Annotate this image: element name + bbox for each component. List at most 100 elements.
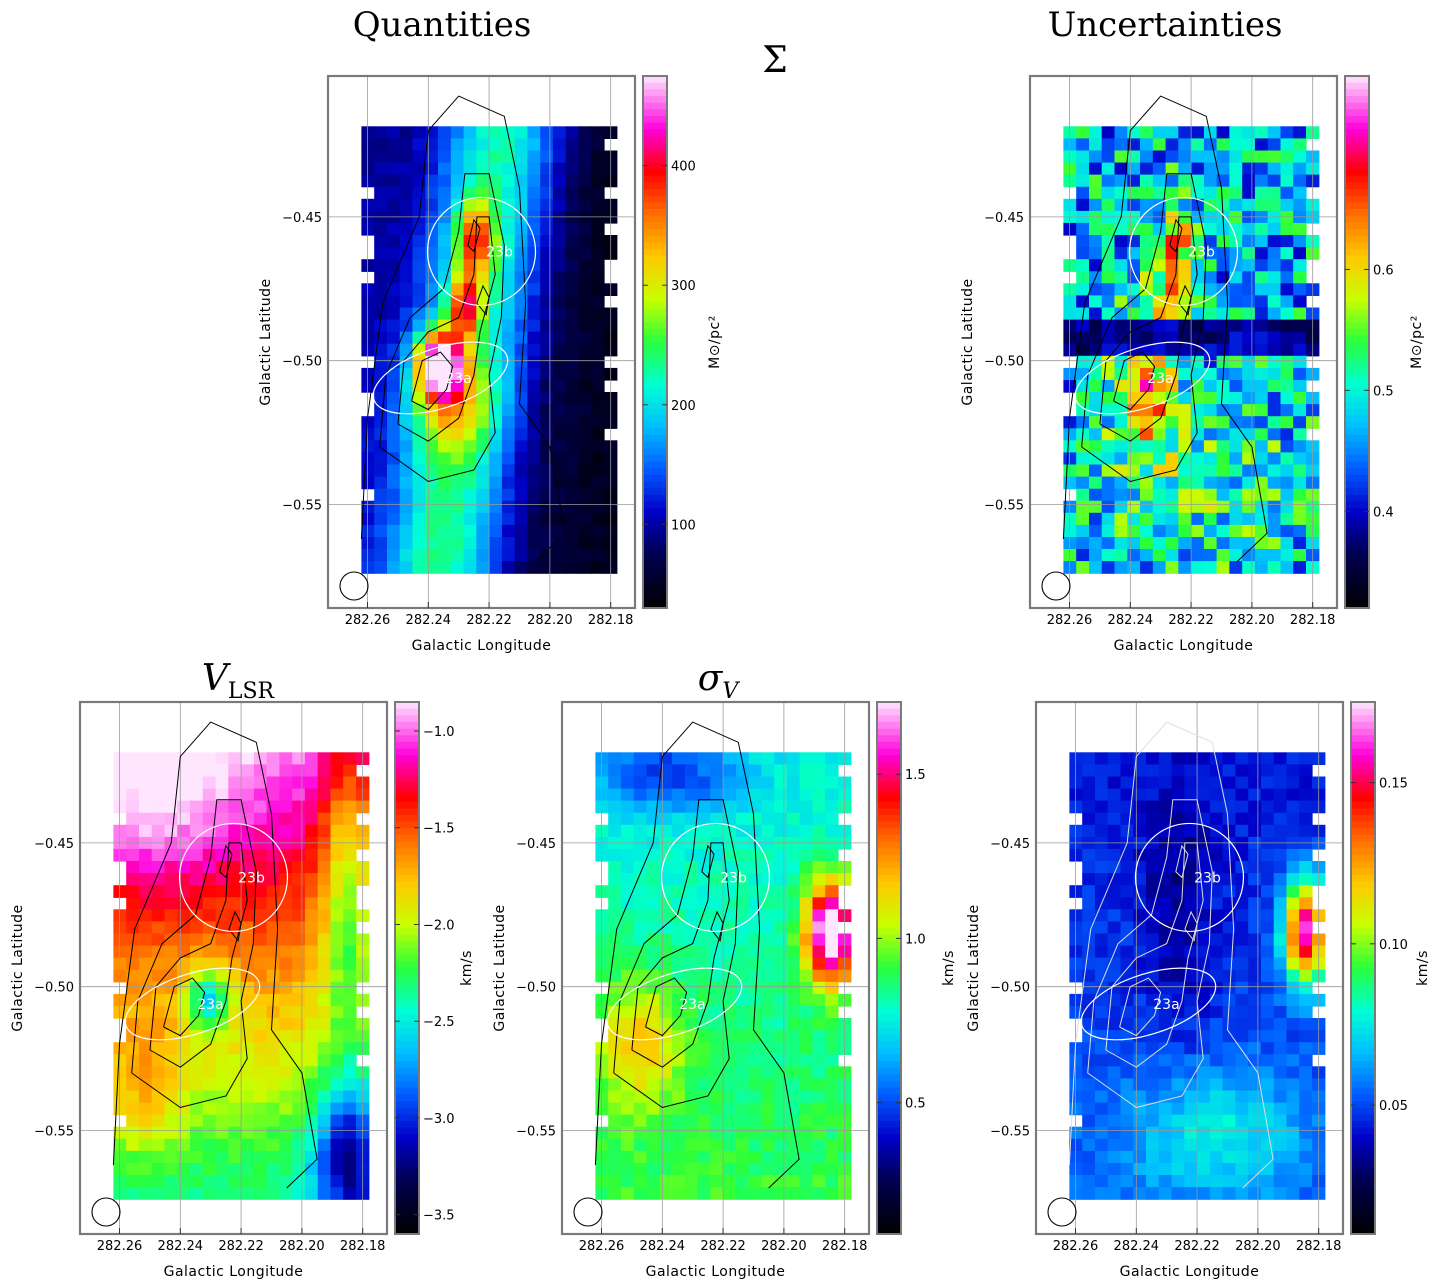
- heatmap-pixel: [540, 126, 554, 139]
- heatmap-pixel: [1089, 186, 1103, 200]
- y-tick-label: −0.45: [516, 837, 556, 852]
- heatmap-pixel: [1140, 561, 1154, 574]
- colorbar-segment: [1345, 142, 1369, 150]
- heatmap-pixel: [330, 981, 344, 995]
- colorbar-tick-label: 0.4: [1373, 505, 1394, 520]
- heatmap-pixel: [292, 776, 306, 790]
- colorbar-segment: [643, 322, 667, 330]
- heatmap-pixel: [1069, 800, 1083, 814]
- heatmap-pixel: [735, 812, 750, 826]
- heatmap-pixel: [646, 1030, 660, 1043]
- colorbar-segment: [395, 755, 419, 763]
- heatmap-pixel: [1063, 174, 1077, 188]
- heatmap-pixel: [1133, 1066, 1147, 1079]
- contour-line: [1087, 799, 1213, 1109]
- heatmap-pixel: [735, 921, 750, 935]
- heatmap-pixel: [1158, 1054, 1173, 1067]
- heatmap-pixel: [1063, 259, 1077, 272]
- heatmap-pixel: [343, 824, 357, 838]
- heatmap-pixel: [591, 512, 605, 526]
- heatmap-pixel: [761, 848, 775, 862]
- heatmap-pixel: [1254, 343, 1269, 357]
- heatmap-pixel: [202, 1102, 217, 1116]
- heatmap-pixel: [1286, 1066, 1300, 1079]
- colorbar-segment: [877, 868, 901, 876]
- heatmap-pixel: [425, 259, 439, 272]
- heatmap-pixel: [1248, 1187, 1262, 1200]
- contours: [1062, 95, 1268, 563]
- heatmap-pixel: [476, 319, 490, 333]
- heatmap-pixel: [266, 1006, 280, 1019]
- colorbar-segment: [1345, 548, 1369, 556]
- heatmap-pixel: [1222, 945, 1236, 959]
- colorbar-segment: [643, 288, 667, 296]
- heatmap-pixel: [1203, 428, 1218, 441]
- x-tick-label: 282.26: [97, 1239, 143, 1254]
- colorbar-segment: [1351, 1087, 1375, 1095]
- heatmap-pixel: [1273, 1054, 1288, 1067]
- heatmap-pixel: [565, 512, 580, 526]
- colorbar-segment: [1351, 1074, 1375, 1082]
- heatmap-pixel: [1146, 1175, 1160, 1188]
- heatmap-pixel: [786, 788, 801, 802]
- heatmap-pixel: [565, 343, 580, 357]
- heatmap-pixel: [253, 909, 268, 922]
- heatmap-pixel: [292, 933, 306, 947]
- heatmap-pixel: [343, 1042, 357, 1055]
- heatmap-pixel: [489, 476, 503, 490]
- heatmap-pixel: [1152, 537, 1167, 550]
- heatmap-pixel: [1127, 416, 1141, 429]
- heatmap-pixel: [1127, 307, 1141, 321]
- colorbar-segment: [643, 534, 667, 542]
- heatmap-pixel: [387, 500, 401, 514]
- heatmap-pixel: [1191, 126, 1205, 139]
- heatmap-pixel: [1133, 885, 1147, 898]
- heatmap-pixel: [1114, 416, 1128, 429]
- heatmap-pixel: [1216, 452, 1230, 466]
- heatmap-pixel: [608, 885, 622, 898]
- colorbar-tick-label: 1.0: [905, 932, 926, 947]
- heatmap-pixel: [1191, 138, 1205, 152]
- heatmap-pixel: [595, 1054, 609, 1067]
- heatmap-pixel: [1171, 897, 1185, 910]
- colorbar-segment: [395, 768, 419, 776]
- heatmap-pixel: [190, 1138, 204, 1152]
- heatmap-pixel: [1222, 1126, 1236, 1140]
- colorbar-segment: [395, 1021, 419, 1029]
- heatmap-pixel: [228, 824, 242, 838]
- heatmap-pixel: [425, 162, 439, 176]
- heatmap-pixel: [565, 488, 580, 502]
- heatmap-pixel: [1216, 549, 1230, 562]
- heatmap-pixel: [1152, 452, 1167, 466]
- heatmap-pixel: [1133, 981, 1147, 995]
- heatmap-pixel: [1133, 1018, 1147, 1031]
- heatmap-pixel: [253, 861, 268, 874]
- heatmap-pixel: [202, 1150, 217, 1164]
- colorbar-segment: [1345, 262, 1369, 270]
- colorbar-segment: [1351, 808, 1375, 816]
- heatmap-pixel: [279, 909, 293, 922]
- colorbar-tick-label: −3.5: [423, 1209, 455, 1224]
- heatmap-pixel: [1120, 969, 1134, 983]
- heatmap-pixel: [1229, 198, 1243, 212]
- heatmap-pixel: [825, 1114, 839, 1128]
- heatmap-pixel: [1089, 126, 1103, 139]
- heatmap-pixel: [374, 524, 388, 538]
- heatmap-pixel: [1248, 909, 1262, 922]
- heatmap-pixel: [501, 500, 516, 514]
- plot-frame: [560, 700, 871, 1236]
- heatmap-pixel: [684, 1054, 699, 1067]
- heatmap-pixel: [1171, 945, 1185, 959]
- heatmap-pixel: [684, 1078, 699, 1092]
- heatmap-pixel: [646, 969, 660, 983]
- x-axis-label: Galactic Longitude: [646, 1264, 786, 1280]
- heatmap-pixel: [399, 452, 414, 466]
- heatmap-pixel: [266, 921, 280, 935]
- colorbar-segment: [1345, 76, 1369, 84]
- heatmap-pixel: [463, 331, 477, 345]
- heatmap-pixel: [1203, 512, 1218, 526]
- heatmap-pixel: [425, 367, 439, 381]
- heatmap-pixel: [1133, 1042, 1147, 1055]
- heatmap-pixel: [1107, 1018, 1122, 1031]
- heatmap-pixel: [1254, 524, 1269, 538]
